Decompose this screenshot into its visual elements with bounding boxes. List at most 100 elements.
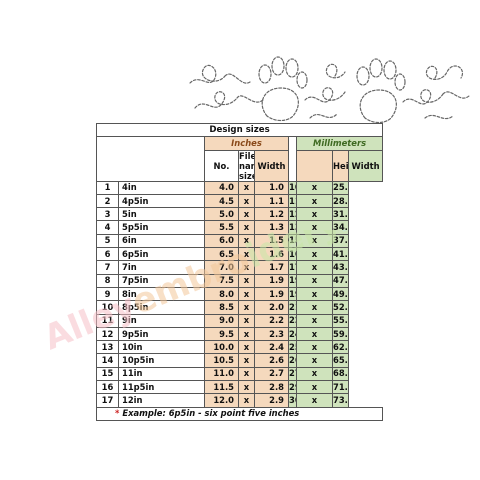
row-width-mm: 177.0 — [288, 260, 297, 275]
design-sizes-table: Design sizes Inches Millimeters No. File… — [95, 122, 384, 421]
row-height-in: 1.9 — [254, 286, 289, 302]
row-file-name: 8in — [118, 286, 205, 302]
row-separator-in: x — [238, 247, 255, 262]
row-file-name: 10p5in — [118, 353, 205, 368]
row-width-mm: 165.0 — [288, 247, 297, 262]
row-width-mm: 127.0 — [288, 207, 297, 222]
row-separator-in: x — [238, 260, 255, 275]
row-number: 14 — [96, 353, 119, 368]
row-width-in: 5.5 — [204, 220, 239, 235]
row-separator-mm: x — [296, 353, 333, 368]
paw-print-garland-stitch-icon — [189, 56, 470, 124]
row-height-in: 2.0 — [254, 300, 289, 315]
row-height-in: 1.5 — [254, 233, 289, 249]
row-number: 9 — [96, 286, 119, 302]
row-number: 17 — [96, 393, 119, 408]
row-separator-mm: x — [296, 273, 333, 288]
row-height-in: 1.3 — [254, 220, 289, 235]
row-width-in: 9.0 — [204, 313, 239, 328]
row-height-in: 1.2 — [254, 207, 289, 222]
column-header-height-in: Height — [332, 149, 349, 182]
row-file-name: 8p5in — [118, 300, 205, 315]
row-height-in: 2.8 — [254, 380, 289, 395]
column-header-width-in: Width — [254, 149, 289, 182]
row-file-name: 11in — [118, 366, 205, 382]
row-separator-in: x — [238, 273, 255, 288]
row-separator-mm: x — [296, 340, 333, 355]
row-separator-in: x — [238, 313, 255, 328]
row-file-name: 9p5in — [118, 326, 205, 342]
row-height-mm: 41.0 — [332, 247, 349, 262]
row-width-mm: 279.0 — [288, 366, 297, 382]
row-width-mm: 190.0 — [288, 273, 297, 288]
row-separator-in: x — [238, 233, 255, 249]
row-number: 4 — [96, 220, 119, 235]
row-height-mm: 59.0 — [332, 326, 349, 342]
row-number: 5 — [96, 233, 119, 249]
row-file-name: 9in — [118, 313, 205, 328]
row-number: 2 — [96, 193, 119, 209]
row-height-in: 2.6 — [254, 353, 289, 368]
row-width-mm: 139.0 — [288, 220, 297, 235]
row-height-mm: 49.0 — [332, 286, 349, 302]
row-number: 6 — [96, 247, 119, 262]
row-height-in: 2.3 — [254, 326, 289, 342]
row-height-in: 2.4 — [254, 340, 289, 355]
column-header-no: No. — [204, 149, 239, 182]
row-separator-mm: x — [296, 233, 333, 249]
row-separator-mm: x — [296, 326, 333, 342]
row-width-in: 8.0 — [204, 286, 239, 302]
row-separator-mm: x — [296, 300, 333, 315]
row-file-name: 11p5in — [118, 380, 205, 395]
row-height-mm: 28.0 — [332, 193, 349, 209]
row-file-name: 5p5in — [118, 220, 205, 235]
row-file-name: 7p5in — [118, 273, 205, 288]
row-number: 13 — [96, 340, 119, 355]
row-width-in: 11.0 — [204, 366, 239, 382]
row-width-mm: 300.0 — [288, 393, 297, 408]
row-separator-in: x — [238, 353, 255, 368]
row-separator-in: x — [238, 380, 255, 395]
row-file-name: 12in — [118, 393, 205, 408]
row-width-in: 8.5 — [204, 300, 239, 315]
row-width-mm: 228.0 — [288, 313, 297, 328]
row-number: 16 — [96, 380, 119, 395]
row-width-in: 11.5 — [204, 380, 239, 395]
row-separator-in: x — [238, 300, 255, 315]
row-height-mm: 65.0 — [332, 353, 349, 368]
group-header-row: Inches Millimeters — [96, 136, 384, 182]
row-separator-in: x — [238, 207, 255, 222]
row-width-mm: 152.0 — [288, 233, 297, 249]
row-height-mm: 68.0 — [332, 366, 349, 382]
row-separator-mm: x — [296, 207, 333, 222]
row-separator-mm: x — [296, 180, 333, 195]
row-height-in: 2.2 — [254, 313, 289, 328]
row-width-in: 4.5 — [204, 193, 239, 209]
row-height-mm: 55.0 — [332, 313, 349, 328]
row-separator-in: x — [238, 193, 255, 209]
example-note: * Example: 6p5in - six point five inches — [95, 406, 384, 421]
row-width-mm: 292.0 — [288, 380, 297, 395]
row-width-in: 7.5 — [204, 273, 239, 288]
row-separator-in: x — [238, 393, 255, 408]
row-separator-mm: x — [296, 313, 333, 328]
row-height-mm: 37.0 — [332, 233, 349, 249]
row-width-in: 4.0 — [204, 180, 239, 195]
column-header-name: File name/design size* — [238, 149, 255, 182]
row-width-in: 10.5 — [204, 353, 239, 368]
row-width-in: 9.5 — [204, 326, 239, 342]
row-separator-in: x — [238, 340, 255, 355]
row-number: 1 — [96, 180, 119, 195]
row-separator-mm: x — [296, 260, 333, 275]
row-width-mm: 254.0 — [288, 340, 297, 355]
column-header-width-mm: Width — [347, 149, 384, 182]
